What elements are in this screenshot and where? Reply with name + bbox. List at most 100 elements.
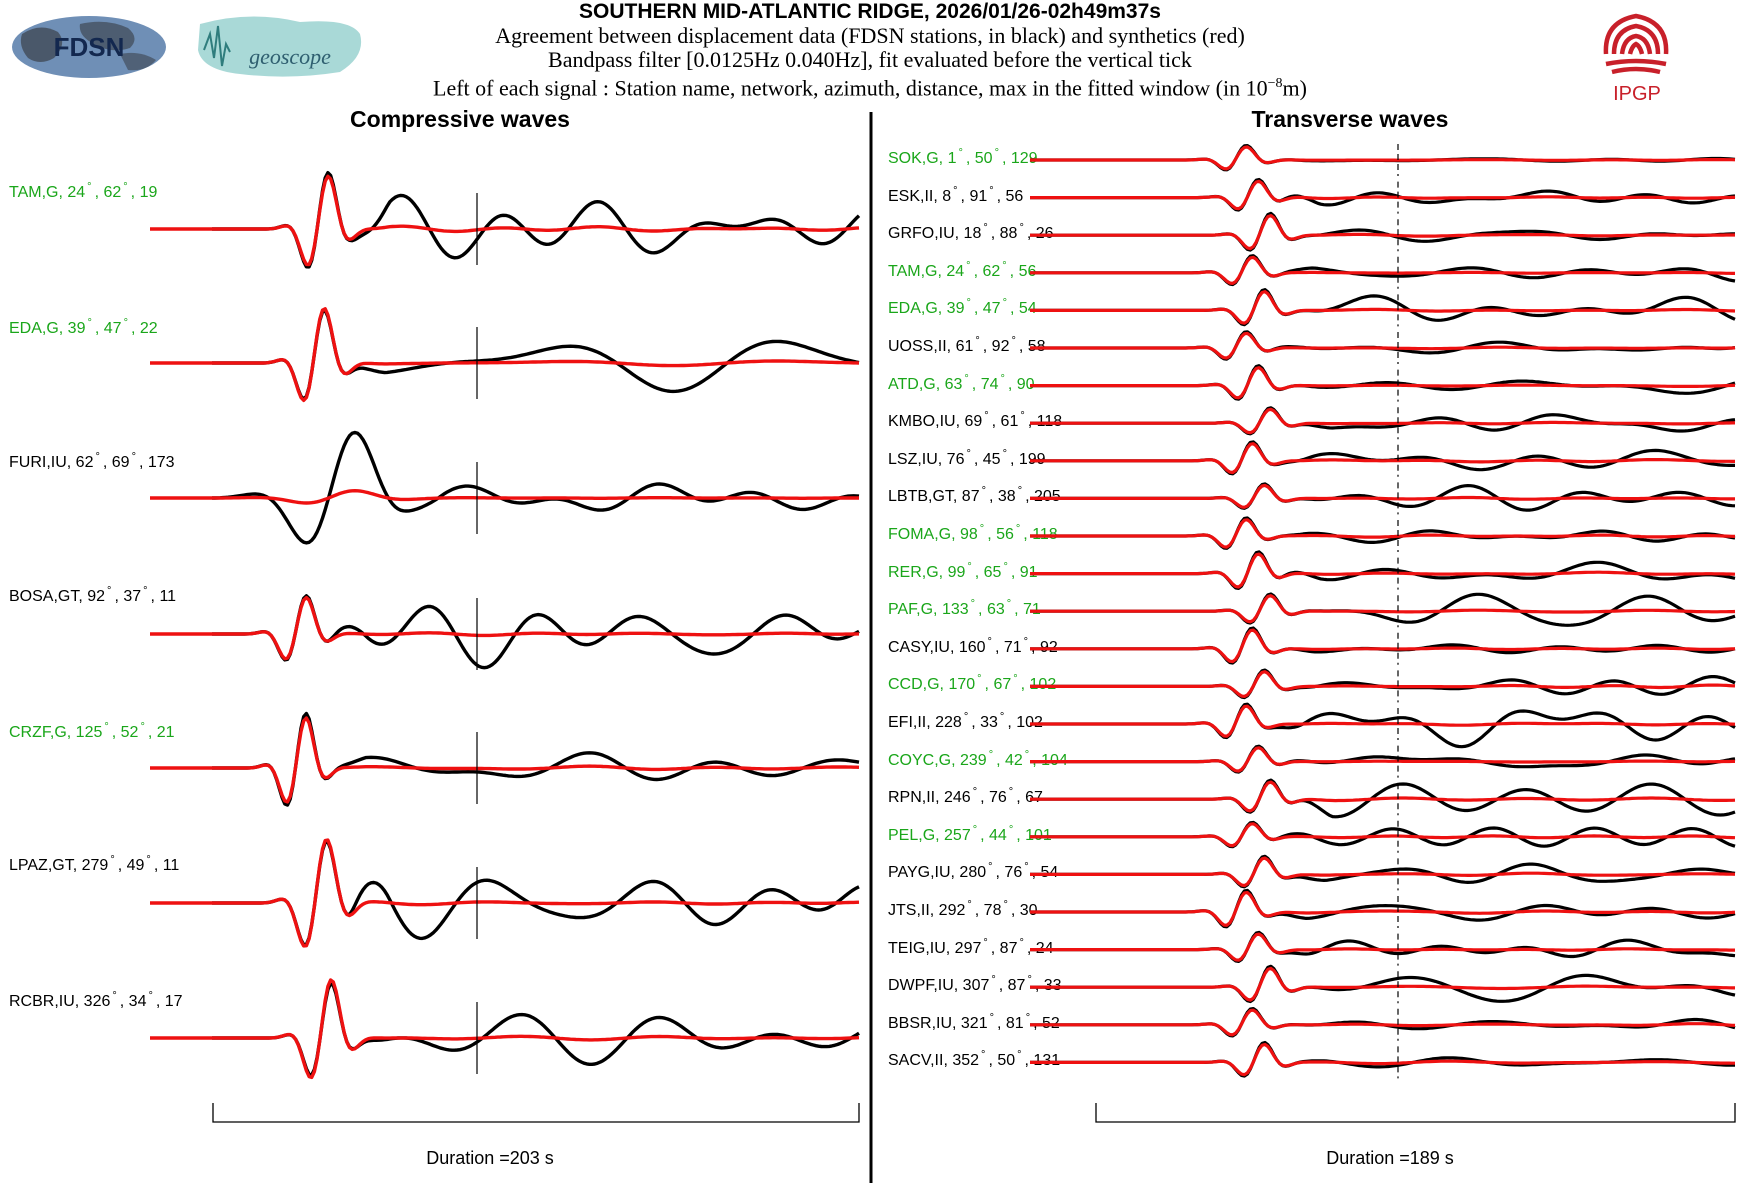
degree-symbol: °	[983, 222, 988, 235]
fdsn-logo-text: FDSN	[54, 32, 125, 62]
data-trace	[1030, 364, 1736, 401]
station-distance: , 74	[971, 375, 999, 393]
synthetic-trace	[1030, 255, 1735, 285]
data-trace	[1030, 406, 1736, 436]
station-max: , 90	[1007, 375, 1035, 393]
station-distance: , 76	[980, 789, 1007, 807]
degree-symbol: °	[984, 410, 989, 423]
transverse-station-label: CASY,IU, 160 °, 71 °, 92	[888, 635, 1058, 658]
data-trace	[1030, 888, 1736, 929]
transverse-station-label: FOMA,G, 98 °, 56 °, 118	[888, 523, 1058, 545]
subtitle-agreement: Agreement between displacement data (FDS…	[495, 23, 1245, 48]
degree-symbol: °	[1002, 297, 1007, 310]
degree-symbol: °	[1027, 974, 1032, 987]
synthetic-trace	[1030, 704, 1736, 738]
station-network-azimuth: CASY,IU, 160	[888, 638, 986, 656]
degree-symbol: °	[1008, 823, 1014, 836]
station-network-azimuth: LBTB,GT, 87	[888, 488, 980, 506]
synthetic-trace	[150, 838, 860, 948]
synthetic-trace	[1030, 407, 1735, 435]
degree-symbol: °	[110, 854, 115, 866]
transverse-station-label: LSZ,IU, 76 °, 45 °, 199	[888, 447, 1046, 470]
station-distance: , 63	[978, 601, 1005, 619]
data-trace	[1030, 626, 1736, 665]
degree-symbol: °	[95, 451, 100, 463]
synthetic-trace	[1030, 552, 1736, 589]
degree-symbol: °	[983, 936, 988, 949]
synthetic-trace	[1030, 214, 1735, 251]
synthetic-trace	[1030, 483, 1735, 509]
degree-symbol: °	[123, 317, 128, 329]
station-network-azimuth: LPAZ,GT, 279	[9, 857, 109, 874]
degree-symbol: °	[979, 523, 985, 535]
degree-symbol: °	[987, 635, 992, 648]
degree-symbol: °	[967, 899, 972, 911]
station-network-azimuth: RPN,II, 246	[888, 789, 971, 807]
data-trace	[1030, 930, 1736, 963]
synthetic-trace	[150, 716, 860, 804]
fdsn-logo: FDSN	[12, 16, 166, 78]
degree-symbol: °	[104, 721, 109, 733]
station-max: , 102	[1007, 714, 1043, 731]
station-distance: , 92	[982, 338, 1010, 355]
station-distance: , 67	[984, 676, 1012, 694]
synthetic-trace	[1030, 856, 1736, 888]
station-distance: , 87	[990, 939, 1018, 957]
data-trace	[1030, 668, 1736, 700]
station-max: , 91	[1010, 563, 1038, 581]
transverse-duration-label: Duration =189 s	[1326, 1148, 1454, 1168]
transverse-station-label: SOK,G, 1 °, 50 °, 129	[888, 147, 1038, 169]
degree-symbol: °	[964, 372, 969, 385]
degree-symbol: °	[1003, 560, 1008, 573]
degree-symbol: °	[972, 786, 978, 799]
transverse-station-label: GRFO,IU, 18 °, 88 °, 26	[888, 222, 1054, 244]
station-network-azimuth: SACV,II, 352	[888, 1052, 980, 1070]
degree-symbol: °	[966, 297, 971, 310]
station-distance: , 50	[965, 150, 993, 167]
station-max: , 71	[1014, 601, 1041, 619]
transverse-station-label: SACV,II, 352 °, 50 °, 131	[888, 1049, 1060, 1071]
data-trace	[1030, 1007, 1736, 1038]
degree-symbol: °	[972, 823, 978, 836]
station-network-azimuth: JTS,II, 292	[888, 902, 966, 919]
transverse-station-label: RPN,II, 246 °, 76 °, 67	[888, 786, 1043, 808]
station-distance: , 61	[991, 413, 1019, 431]
degree-symbol: °	[1019, 222, 1024, 235]
synthetic-trace	[150, 595, 859, 661]
degree-symbol: °	[1002, 447, 1007, 460]
station-network-azimuth: ATD,G, 63	[888, 375, 963, 393]
synthetic-trace	[1030, 891, 1736, 927]
synthetic-trace	[150, 978, 860, 1080]
synthetic-trace	[150, 174, 860, 267]
degree-symbol: °	[1023, 635, 1029, 648]
synthetic-trace	[1030, 366, 1736, 400]
station-network-azimuth: TEIG,IU, 297	[888, 939, 982, 957]
station-network-azimuth: EFI,II, 228	[888, 714, 962, 731]
transverse-station-label: KMBO,IU, 69 °, 61 °, 118	[888, 410, 1062, 432]
data-trace	[1030, 288, 1736, 327]
synthetic-trace	[150, 307, 860, 403]
station-distance: , 78	[974, 902, 1002, 919]
ipgp-logo-text: IPGP	[1613, 83, 1661, 105]
data-trace	[212, 840, 860, 947]
compressive-station-label: TAM,G, 24 °, 62 °, 19	[9, 181, 157, 203]
degree-symbol: °	[1025, 1011, 1031, 1024]
data-trace	[212, 171, 861, 269]
station-distance: , 47	[94, 320, 122, 337]
station-network-azimuth: LSZ,IU, 76	[888, 450, 965, 468]
synthetic-trace	[1030, 145, 1736, 171]
station-distance: , 69	[102, 454, 130, 471]
station-max: , 173	[138, 454, 175, 471]
synthetic-trace	[1030, 628, 1736, 664]
station-network-azimuth: FURI,IU, 62	[9, 454, 94, 471]
subtitle-bandpass: Bandpass filter [0.0125Hz 0.040Hz], fit …	[548, 47, 1192, 72]
degree-symbol: °	[981, 1049, 986, 1062]
data-trace	[1030, 516, 1736, 550]
station-distance: , 71	[994, 638, 1022, 656]
transverse-station-label: UOSS,II, 61 °, 92 °, 58	[888, 335, 1046, 357]
synthetic-trace	[1030, 331, 1736, 360]
transverse-station-label: DWPF,IU, 307 °, 87 °, 33	[888, 974, 1062, 996]
station-max: , 30	[1010, 902, 1038, 919]
station-network-azimuth: COYC,G, 239	[888, 751, 987, 769]
